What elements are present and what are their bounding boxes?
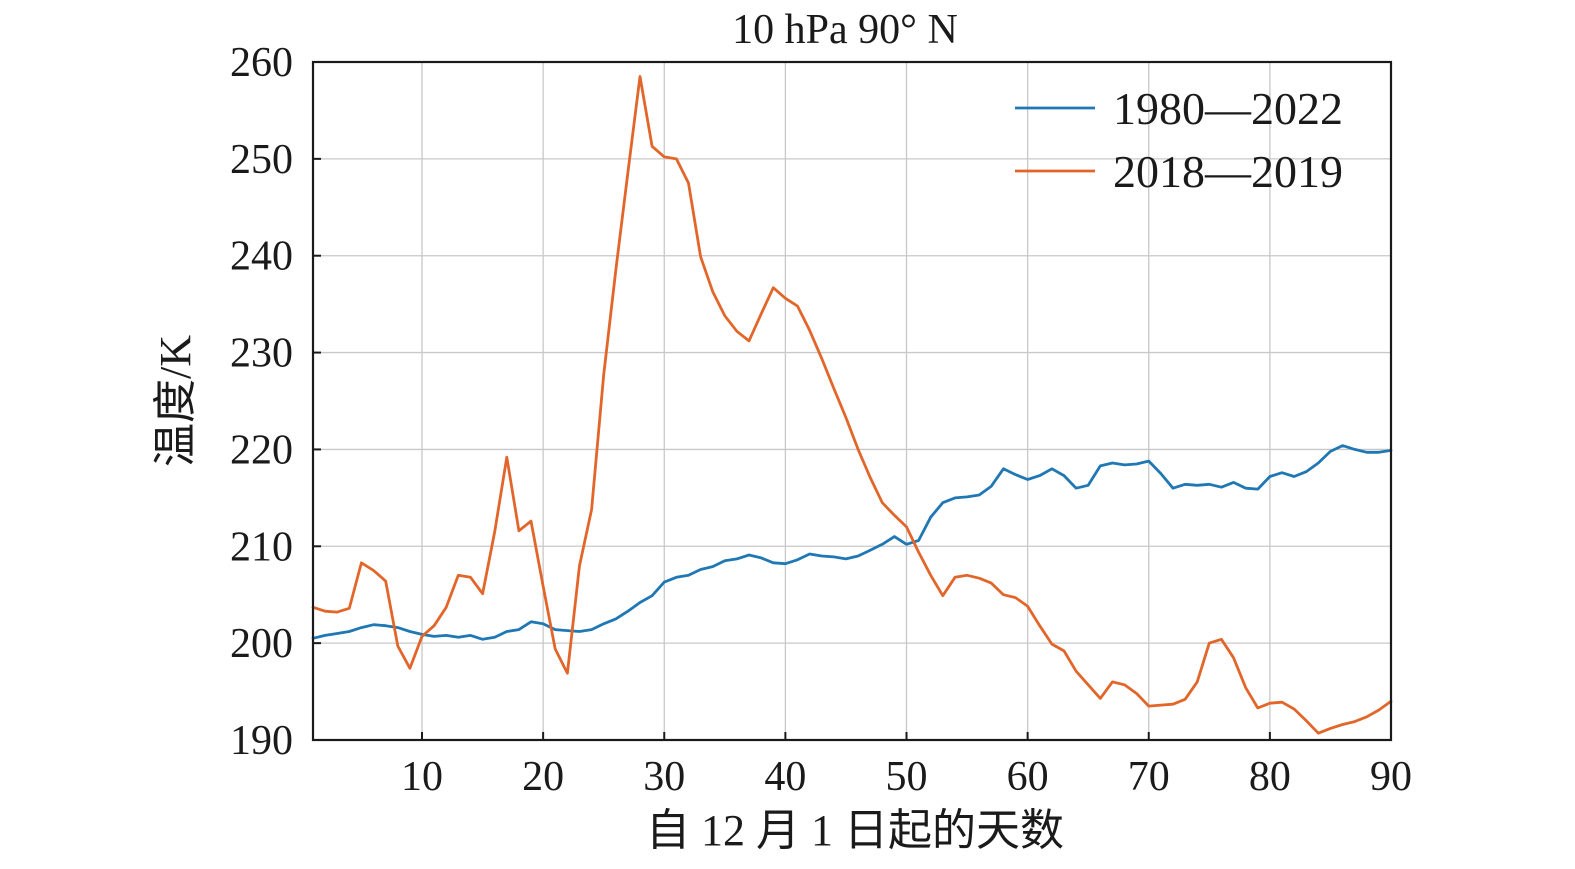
series-line-1 bbox=[311, 444, 1393, 641]
x-tick-label: 40 bbox=[764, 754, 806, 800]
y-tick-label: 230 bbox=[230, 331, 293, 377]
axis-ticks: 10 20 30 40 50 60 70 80 90 190 200 210 220 230 240 250 2… bbox=[230, 40, 1412, 800]
y-tick-label: 210 bbox=[230, 524, 293, 570]
plot-frame bbox=[311, 60, 1393, 742]
x-tick-label: 10 bbox=[401, 754, 443, 800]
legend: 1980—2022 2018—2019 bbox=[1015, 83, 1343, 197]
y-axis-label: 温度/K bbox=[151, 335, 200, 467]
grid bbox=[313, 62, 1391, 740]
x-tick-label: 30 bbox=[643, 754, 685, 800]
legend-label: 1980—2022 bbox=[1113, 83, 1343, 134]
y-tick-label: 250 bbox=[230, 137, 293, 183]
x-tick-label: 90 bbox=[1370, 754, 1412, 800]
y-tick-label: 220 bbox=[230, 427, 293, 473]
x-tick-label: 60 bbox=[1007, 754, 1049, 800]
series-line-2 bbox=[311, 75, 1393, 735]
y-tick-label: 260 bbox=[230, 40, 293, 86]
y-tick-label: 200 bbox=[230, 621, 293, 667]
x-tick-label: 50 bbox=[886, 754, 928, 800]
x-tick-label: 80 bbox=[1249, 754, 1291, 800]
series-layer bbox=[311, 75, 1393, 735]
legend-label: 2018—2019 bbox=[1113, 146, 1343, 197]
x-tick-label: 20 bbox=[522, 754, 564, 800]
x-tick-label: 70 bbox=[1128, 754, 1170, 800]
chart-title: 10 hPa 90° N bbox=[732, 7, 958, 53]
y-tick-label: 190 bbox=[230, 718, 293, 764]
x-axis-label: 自 12 月 1 日起的天数 bbox=[646, 806, 1064, 855]
y-tick-label: 240 bbox=[230, 234, 293, 280]
